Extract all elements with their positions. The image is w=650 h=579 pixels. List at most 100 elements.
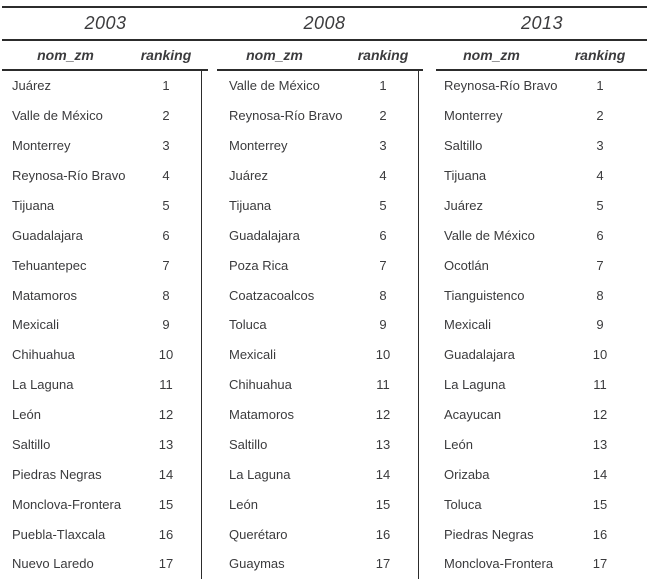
table-row: Monclova-Frontera 17 [419,549,650,579]
zone-name: Coatzacoalcos [229,287,315,303]
group-column-2013: Reynosa-Río Bravo 1 Monterrey 2 Saltillo 3 Tij… [418,71,650,579]
zone-name: Monterrey [229,138,288,154]
header-underline-2008 [217,69,423,71]
zone-name: Mexicali [12,317,59,333]
zone-name: Matamoros [229,407,295,423]
table-row: Guadalajara 10 [419,340,650,370]
table-row: Piedras Negras 16 [419,519,650,549]
zone-ranking: 11 [593,377,607,393]
zone-name: Piedras Negras [12,466,102,482]
zone-name: León [12,407,41,423]
zone-name: Monterrey [444,108,503,124]
zone-name: Toluca [444,496,482,512]
zone-ranking: 15 [375,496,391,512]
zone-ranking: 3 [379,138,387,154]
zone-name: Puebla-Tlaxcala [12,526,106,542]
table-row: Toluca 15 [419,489,650,519]
table-row: Juárez 1 [0,71,201,101]
zone-name: Mexicali [229,347,276,363]
zone-name: Monclova-Frontera [12,496,122,512]
zone-name: Guadalajara [229,227,300,243]
zone-ranking: 4 [162,168,170,184]
zone-ranking: 9 [379,317,387,333]
table-row: Toluca 9 [202,310,418,340]
table-row: Monterrey 2 [419,101,650,131]
zone-ranking: 7 [379,257,387,273]
zone-ranking: 17 [592,556,608,572]
zone-ranking: 4 [596,168,604,184]
table-row: Matamoros 8 [0,280,201,310]
table-row: Tijuana 5 [0,191,201,221]
zone-ranking: 8 [162,287,170,303]
zone-name: Matamoros [12,287,78,303]
zone-ranking: 9 [162,317,170,333]
zone-ranking: 11 [376,377,390,393]
table-row: Tijuana 5 [202,191,418,221]
zone-name: La Laguna [12,377,74,393]
zone-name: Mexicali [444,317,491,333]
zone-name: Saltillo [12,436,51,452]
table-row: Acayucan 12 [419,400,650,430]
zone-ranking: 1 [596,78,604,94]
zone-name: Juárez [229,168,269,184]
table-row: Valle de México 6 [419,220,650,250]
table-row: Mexicali 10 [202,340,418,370]
group-column-2003: Juárez 1 Valle de México 2 Monterrey 3 Reynosa… [0,71,201,579]
table-row: Monclova-Frontera 15 [0,489,201,519]
zone-ranking: 6 [379,227,387,243]
zone-name: La Laguna [229,466,291,482]
table-row: Saltillo 13 [202,430,418,460]
zone-name: Juárez [12,78,52,94]
table-row: Chihuahua 10 [0,340,201,370]
top-rule [2,6,647,8]
table-row: Ocotlán 7 [419,250,650,280]
zone-name: Monterrey [12,138,71,154]
table-row: Reynosa-Río Bravo 1 [419,71,650,101]
table-row: Nuevo Laredo 17 [0,549,201,579]
table-row: Saltillo 13 [0,430,201,460]
zone-ranking: 6 [162,227,170,243]
zone-ranking: 12 [592,407,608,423]
column-header-ranking: ranking [140,47,192,63]
zone-name: Guadalajara [12,227,83,243]
zone-name: Querétaro [229,526,288,542]
table-row: Reynosa-Río Bravo 2 [202,101,418,131]
table-row: Guaymas 17 [202,549,418,579]
zone-ranking: 3 [596,138,604,154]
zone-name: Toluca [229,317,267,333]
zone-ranking: 7 [596,257,604,273]
table-row: Valle de México 2 [0,101,201,131]
zone-ranking: 10 [592,347,608,363]
zone-ranking: 5 [596,197,604,213]
table-row: Tehuantepec 7 [0,250,201,280]
zone-name: Tianguistenco [444,287,525,303]
table-row: Valle de México 1 [202,71,418,101]
column-header-nom-zm: nom_zm [37,47,94,63]
zone-name: Monclova-Frontera [444,556,554,572]
zone-ranking: 15 [158,496,174,512]
table-row: Reynosa-Río Bravo 4 [0,161,201,191]
zone-ranking: 13 [375,436,391,452]
table-row: Mexicali 9 [0,310,201,340]
table-row: Juárez 5 [419,191,650,221]
table-body: Juárez 1 Valle de México 2 Monterrey 3 Reynosa… [0,71,650,579]
zone-name: Piedras Negras [444,526,534,542]
header-underline-2013 [436,69,647,71]
column-headers-2003: nom_zm ranking [0,41,201,69]
zone-ranking: 13 [592,436,608,452]
zone-name: Tijuana [229,197,272,213]
zone-name: León [229,496,258,512]
year-separator-rule [2,39,647,41]
year-header-2008: 2008 [303,13,346,33]
table-row: Puebla-Tlaxcala 16 [0,519,201,549]
column-header-ranking: ranking [574,47,626,63]
zone-ranking: 16 [158,526,174,542]
table-row: Piedras Negras 14 [0,459,201,489]
zone-ranking: 16 [375,526,391,542]
zone-ranking: 2 [162,108,170,124]
table-row: La Laguna 14 [202,459,418,489]
table-row: Mexicali 9 [419,310,650,340]
table-row: León 15 [202,489,418,519]
table-row: La Laguna 11 [0,370,201,400]
zone-ranking: 5 [162,197,170,213]
